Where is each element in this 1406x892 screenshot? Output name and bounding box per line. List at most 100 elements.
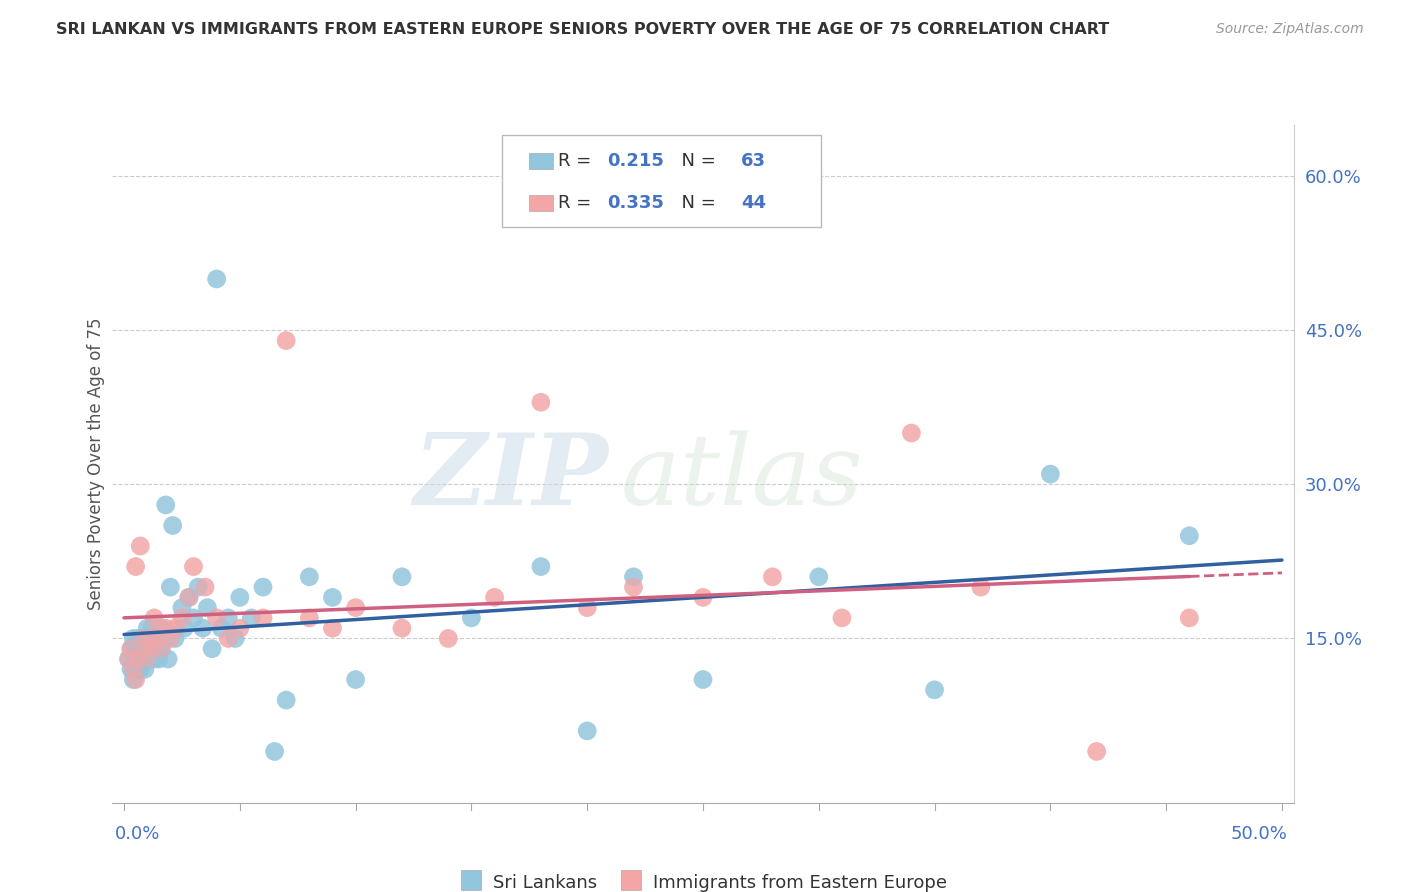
FancyBboxPatch shape [530,194,553,211]
Ellipse shape [277,690,295,709]
Point [143,641,166,656]
Point [177,591,200,605]
Ellipse shape [141,640,159,658]
Point [136,652,159,666]
Point [127,632,149,646]
Text: 50.0%: 50.0% [1232,825,1288,843]
Point [173,621,195,635]
Point [201,641,224,656]
Ellipse shape [166,619,184,638]
Point [145,632,167,646]
Ellipse shape [120,649,138,668]
Point [623,570,645,584]
Ellipse shape [166,629,184,648]
Point [120,662,142,676]
Ellipse shape [346,599,366,617]
Ellipse shape [135,640,155,658]
Ellipse shape [972,578,990,597]
Ellipse shape [145,640,163,658]
Ellipse shape [226,629,245,648]
Ellipse shape [135,640,155,658]
Ellipse shape [763,567,782,586]
Ellipse shape [173,608,191,627]
Ellipse shape [122,660,141,679]
Ellipse shape [145,649,163,668]
Point [159,580,181,594]
Ellipse shape [1180,608,1198,627]
Text: N =: N = [671,152,721,169]
Point [124,673,146,687]
Ellipse shape [142,619,162,638]
Ellipse shape [131,640,149,658]
Point [163,632,186,646]
Ellipse shape [145,608,163,627]
Ellipse shape [148,629,166,648]
Ellipse shape [149,619,169,638]
Ellipse shape [124,670,142,689]
Point [120,641,142,656]
Point [170,611,193,625]
Point [761,570,783,584]
Point [163,621,186,635]
Point [623,580,645,594]
Ellipse shape [253,608,273,627]
Ellipse shape [131,660,149,679]
Point [276,693,298,707]
Text: 0.0%: 0.0% [115,825,160,843]
Point [437,632,460,646]
Ellipse shape [180,588,198,607]
Point [141,632,163,646]
Ellipse shape [152,640,170,658]
Ellipse shape [323,588,342,607]
Ellipse shape [1087,742,1107,761]
Ellipse shape [693,670,713,689]
Text: R =: R = [558,152,598,169]
Point [150,621,173,635]
Point [391,570,413,584]
Point [1039,467,1062,482]
Point [143,611,166,625]
Point [148,652,170,666]
Point [118,652,141,666]
Point [155,621,177,635]
Point [183,611,205,625]
Ellipse shape [198,599,217,617]
Point [138,641,160,656]
Point [138,652,160,666]
Text: 44: 44 [741,194,766,211]
Point [136,621,159,635]
Ellipse shape [1180,526,1198,545]
Ellipse shape [152,619,170,638]
Point [970,580,993,594]
Point [1178,611,1201,625]
Ellipse shape [152,640,170,658]
Ellipse shape [693,588,713,607]
Text: 0.335: 0.335 [607,194,665,211]
Point [187,580,209,594]
Ellipse shape [485,588,503,607]
Point [162,518,184,533]
Point [276,334,298,348]
Point [831,611,853,625]
Ellipse shape [138,619,156,638]
Ellipse shape [266,742,284,761]
FancyBboxPatch shape [502,135,821,227]
Point [263,744,285,758]
Point [298,611,321,625]
Point [131,652,153,666]
Point [344,673,367,687]
Ellipse shape [188,578,208,597]
Ellipse shape [129,649,148,668]
Point [576,600,599,615]
Ellipse shape [392,619,411,638]
Point [141,641,163,656]
Point [170,600,193,615]
Ellipse shape [531,558,550,576]
Point [150,641,173,656]
Text: N =: N = [671,194,721,211]
Ellipse shape [162,578,180,597]
Point [197,600,219,615]
Ellipse shape [277,331,295,350]
Point [692,673,714,687]
Point [136,652,159,666]
